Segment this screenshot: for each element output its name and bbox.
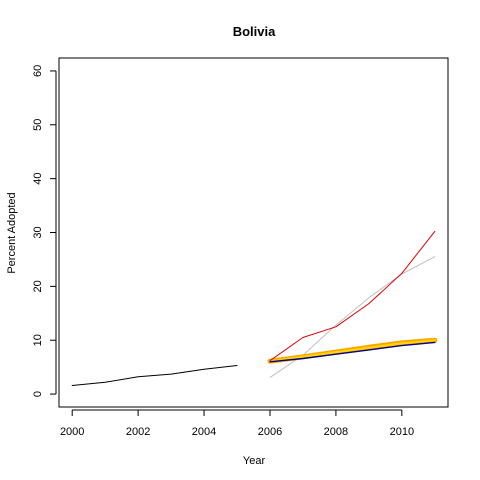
chart-title: Bolivia xyxy=(233,24,276,39)
series-line-0 xyxy=(71,365,238,386)
series-line-4 xyxy=(269,341,436,363)
y-tick-label: 40 xyxy=(32,173,44,185)
y-tick-label: 0 xyxy=(32,391,44,397)
y-tick-label: 20 xyxy=(32,280,44,292)
x-tick-label: 2010 xyxy=(390,426,414,438)
y-tick-label: 30 xyxy=(32,226,44,238)
x-tick-label: 2002 xyxy=(126,426,150,438)
x-tick-label: 2008 xyxy=(324,426,348,438)
y-tick-label: 60 xyxy=(32,65,44,77)
y-tick-label: 10 xyxy=(32,334,44,346)
series-line-5 xyxy=(269,230,436,362)
y-tick-label: 50 xyxy=(32,119,44,131)
x-axis-label: Year xyxy=(243,455,266,467)
x-tick-label: 2000 xyxy=(60,426,84,438)
x-tick-label: 2004 xyxy=(192,426,216,438)
y-axis-label: Percent Adopted xyxy=(6,192,18,273)
plot-frame xyxy=(58,57,449,408)
series-line-3 xyxy=(269,339,436,363)
x-tick-label: 2006 xyxy=(258,426,282,438)
plot-area xyxy=(71,230,438,386)
